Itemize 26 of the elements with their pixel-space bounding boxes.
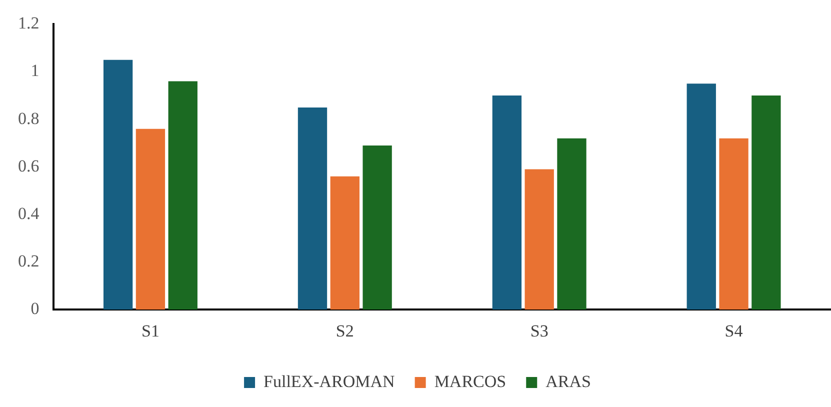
y-tick-label: 1.2: [18, 14, 40, 33]
bar: [492, 96, 522, 310]
bar: [719, 138, 748, 310]
bar: [752, 96, 781, 310]
bar: [686, 84, 716, 310]
x-tick-label: S2: [336, 321, 354, 340]
legend-label: ARAS: [546, 372, 591, 391]
legend-label: MARCOS: [434, 372, 506, 391]
bar: [362, 145, 392, 310]
bar: [557, 138, 586, 310]
bar: [168, 81, 198, 310]
legend-label: FullEX-AROMAN: [264, 372, 395, 391]
x-tick-label: S4: [724, 321, 744, 340]
bar: [524, 169, 554, 310]
y-tick-label: 1: [30, 61, 40, 80]
y-tick-label: 0.2: [18, 252, 40, 270]
y-tick-label: 0.4: [18, 204, 40, 223]
x-tick-label: S1: [141, 321, 160, 340]
x-tick-label: S3: [530, 321, 548, 340]
y-tick-label: 0: [30, 299, 40, 318]
bar: [330, 176, 360, 310]
bar: [298, 107, 328, 310]
bar: [103, 60, 133, 310]
bar: [136, 128, 166, 310]
y-tick-label: 0.8: [18, 108, 40, 128]
y-tick-label: 0.6: [18, 156, 40, 176]
